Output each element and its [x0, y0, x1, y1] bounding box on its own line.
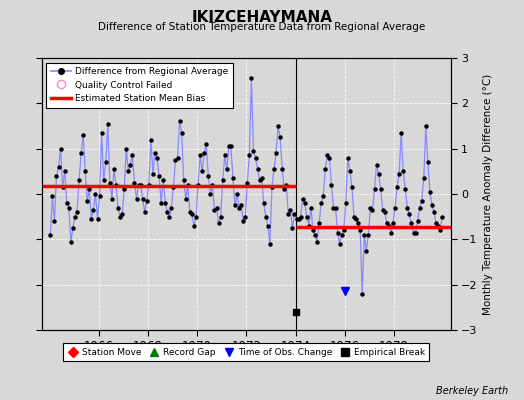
Text: Berkeley Earth: Berkeley Earth: [436, 386, 508, 396]
Legend: Difference from Regional Average, Quality Control Failed, Estimated Station Mean: Difference from Regional Average, Qualit…: [47, 62, 233, 108]
Text: Difference of Station Temperature Data from Regional Average: Difference of Station Temperature Data f…: [99, 22, 425, 32]
Y-axis label: Monthly Temperature Anomaly Difference (°C): Monthly Temperature Anomaly Difference (…: [483, 73, 493, 315]
Text: IKIZCEHAYMANA: IKIZCEHAYMANA: [191, 10, 333, 25]
Legend: Station Move, Record Gap, Time of Obs. Change, Empirical Break: Station Move, Record Gap, Time of Obs. C…: [63, 344, 429, 362]
